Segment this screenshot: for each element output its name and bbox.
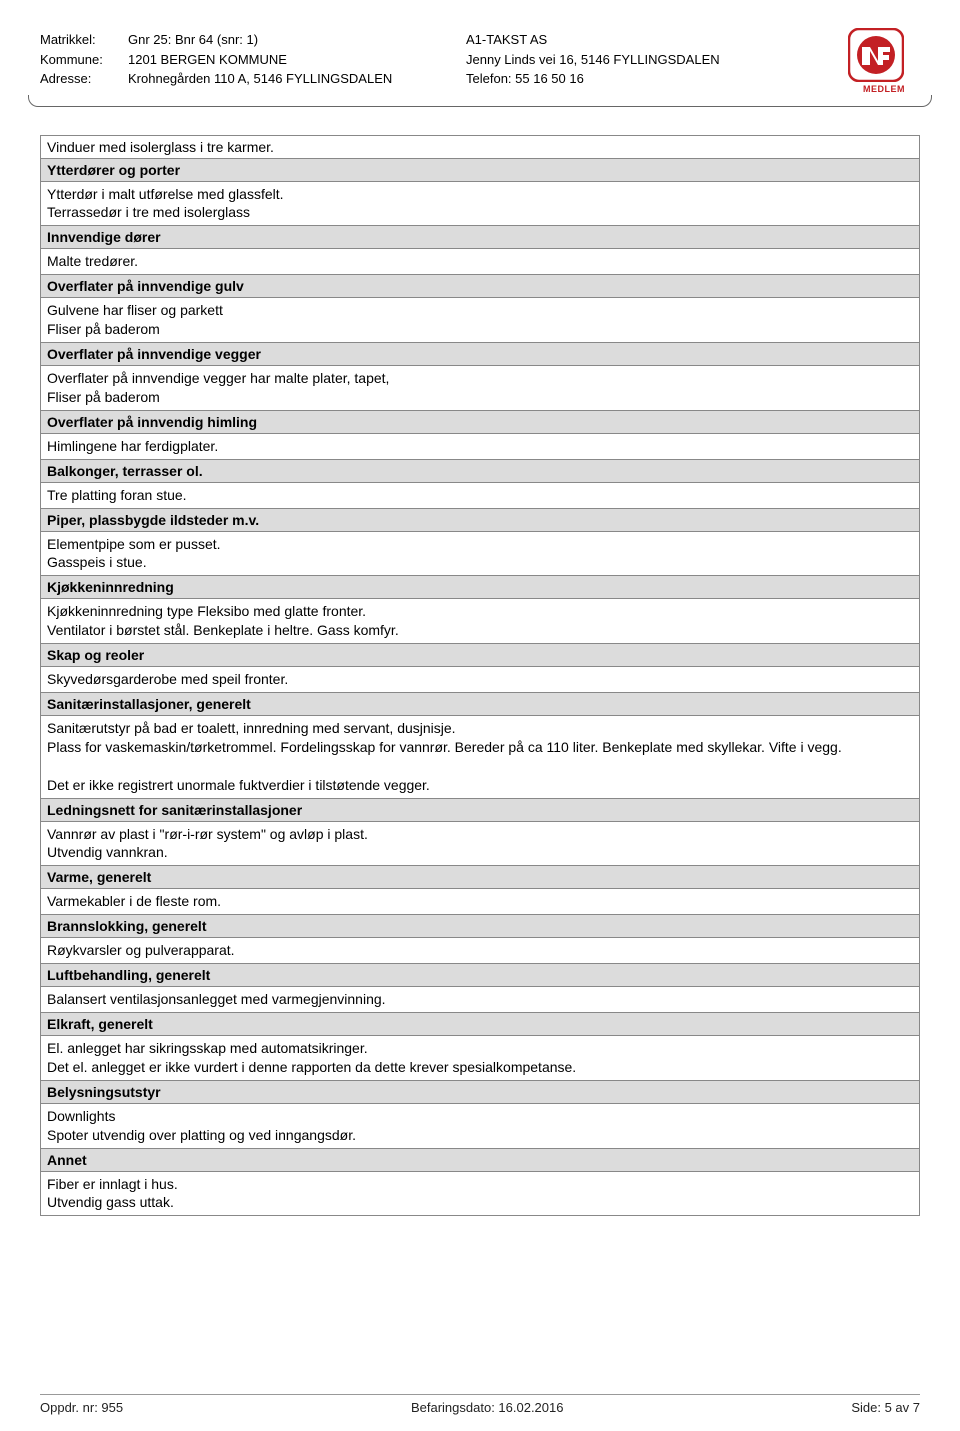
page-header: Matrikkel: Kommune: Adresse: Gnr 25: Bnr… (40, 30, 920, 107)
section-header: Piper, plassbygde ildsteder m.v. (41, 509, 919, 532)
section-header: Kjøkkeninnredning (41, 576, 919, 599)
section-content: Kjøkkeninnredning type Fleksibo med glat… (41, 599, 919, 644)
section-header: Overflater på innvendige gulv (41, 275, 919, 298)
section-content: Tre platting foran stue. (41, 483, 919, 509)
section-content: Ytterdør i malt utførelse med glassfelt.… (41, 182, 919, 227)
section-header: Innvendige dører (41, 226, 919, 249)
section-content: Himlingene har ferdigplater. (41, 434, 919, 460)
header-info: Matrikkel: Kommune: Adresse: Gnr 25: Bnr… (40, 30, 920, 89)
section-header: Balkonger, terrasser ol. (41, 460, 919, 483)
section-content: Fiber er innlagt i hus. Utvendig gass ut… (41, 1172, 919, 1217)
section-header: Overflater på innvendig himling (41, 411, 919, 434)
value-kommune: 1201 BERGEN KOMMUNE (128, 50, 458, 70)
section-content: Gulvene har fliser og parkett Fliser på … (41, 298, 919, 343)
section-header: Belysningsutstyr (41, 1081, 919, 1104)
label-matrikkel: Matrikkel: (40, 30, 120, 50)
section-content: Elementpipe som er pusset. Gasspeis i st… (41, 532, 919, 577)
section-content: Overflater på innvendige vegger har malt… (41, 366, 919, 411)
intro-content: Vinduer med isolerglass i tre karmer. (41, 136, 919, 159)
member-logo: MEDLEM (848, 28, 920, 100)
value-adresse: Krohnegården 110 A, 5146 FYLLINGSDALEN (128, 69, 458, 89)
nf-logo-icon (848, 28, 904, 82)
section-header: Sanitærinstallasjoner, generelt (41, 693, 919, 716)
section-content: Skyvedørsgarderobe med speil fronter. (41, 667, 919, 693)
section-content: Malte tredører. (41, 249, 919, 275)
section-header: Ledningsnett for sanitærinstallasjoner (41, 799, 919, 822)
sections-container: Vinduer med isolerglass i tre karmer. Yt… (40, 135, 920, 1217)
label-kommune: Kommune: (40, 50, 120, 70)
section-content: Downlights Spoter utvendig over platting… (41, 1104, 919, 1149)
section-content: Vannrør av plast i "rør-i-rør system" og… (41, 822, 919, 867)
section-header: Brannslokking, generelt (41, 915, 919, 938)
section-header: Ytterdører og porter (41, 159, 919, 182)
value-matrikkel: Gnr 25: Bnr 64 (snr: 1) (128, 30, 458, 50)
footer-right: Side: 5 av 7 (851, 1400, 920, 1415)
document-page: Matrikkel: Kommune: Adresse: Gnr 25: Bnr… (0, 0, 960, 1431)
section-content: Varmekabler i de fleste rom. (41, 889, 919, 915)
section-header: Varme, generelt (41, 866, 919, 889)
section-header: Luftbehandling, generelt (41, 964, 919, 987)
section-content: El. anlegget har sikringsskap med automa… (41, 1036, 919, 1081)
section-content: Sanitærutstyr på bad er toalett, innredn… (41, 716, 919, 799)
header-labels: Matrikkel: Kommune: Adresse: (40, 30, 120, 89)
header-values: Gnr 25: Bnr 64 (snr: 1) 1201 BERGEN KOMM… (128, 30, 458, 89)
section-header: Skap og reoler (41, 644, 919, 667)
section-content: Balansert ventilasjonsanlegget med varme… (41, 987, 919, 1013)
section-header: Elkraft, generelt (41, 1013, 919, 1036)
logo-text: MEDLEM (848, 84, 920, 94)
footer-left: Oppdr. nr: 955 (40, 1400, 123, 1415)
section-header: Annet (41, 1149, 919, 1172)
header-bottom-border (28, 95, 932, 107)
section-content: Røykvarsler og pulverapparat. (41, 938, 919, 964)
label-adresse: Adresse: (40, 69, 120, 89)
page-footer: Oppdr. nr: 955 Befaringsdato: 16.02.2016… (40, 1394, 920, 1415)
section-header: Overflater på innvendige vegger (41, 343, 919, 366)
footer-center: Befaringsdato: 16.02.2016 (411, 1400, 564, 1415)
